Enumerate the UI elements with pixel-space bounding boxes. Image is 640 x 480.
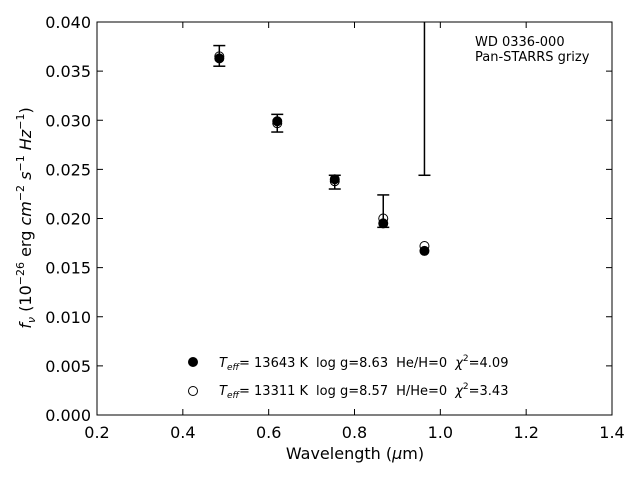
x-axis-label: Wavelength (μm) bbox=[286, 444, 424, 463]
error-bars bbox=[213, 22, 431, 229]
annotation-line-2: Pan-STARRS grizy bbox=[475, 50, 590, 65]
legend-marker-filled bbox=[188, 357, 198, 367]
data-points bbox=[214, 51, 430, 256]
legend-marker-open bbox=[188, 386, 198, 396]
y-tick-label: 0.030 bbox=[45, 111, 91, 130]
annotation-line-1: WD 0336-000 bbox=[475, 35, 565, 50]
y-tick-label: 0.040 bbox=[45, 13, 91, 32]
y-tick-label: 0.015 bbox=[45, 259, 91, 278]
x-tick-label: 0.8 bbox=[342, 423, 367, 442]
x-tick-label: 0.2 bbox=[84, 423, 109, 442]
x-tick-label: 0.6 bbox=[256, 423, 281, 442]
point-open bbox=[419, 241, 430, 252]
point-open bbox=[214, 51, 225, 62]
x-axis-ticks: 0.2 0.4 0.6 0.8 1.0 1.2 1.4 bbox=[84, 22, 625, 442]
y-axis-ticks: 0.000 0.005 0.010 0.015 0.020 0.025 0.030 0.035… bbox=[45, 13, 612, 425]
x-tick-label: 1.2 bbox=[513, 423, 538, 442]
x-tick-label: 1.4 bbox=[599, 423, 624, 442]
x-tick-label: 0.4 bbox=[170, 423, 195, 442]
point-open bbox=[378, 213, 389, 224]
point-open bbox=[272, 118, 283, 129]
y-tick-label: 0.025 bbox=[45, 160, 91, 179]
x-tick-label: 1.0 bbox=[428, 423, 453, 442]
y-tick-label: 0.005 bbox=[45, 357, 91, 376]
y-axis-label: fν (10−26 erg cm−2 s−1 Hz−1) bbox=[14, 107, 38, 328]
y-tick-label: 0.000 bbox=[45, 406, 91, 425]
y-tick-label: 0.035 bbox=[45, 62, 91, 81]
point-open bbox=[329, 176, 340, 187]
y-tick-label: 0.010 bbox=[45, 308, 91, 327]
y-tick-label: 0.020 bbox=[45, 210, 91, 229]
